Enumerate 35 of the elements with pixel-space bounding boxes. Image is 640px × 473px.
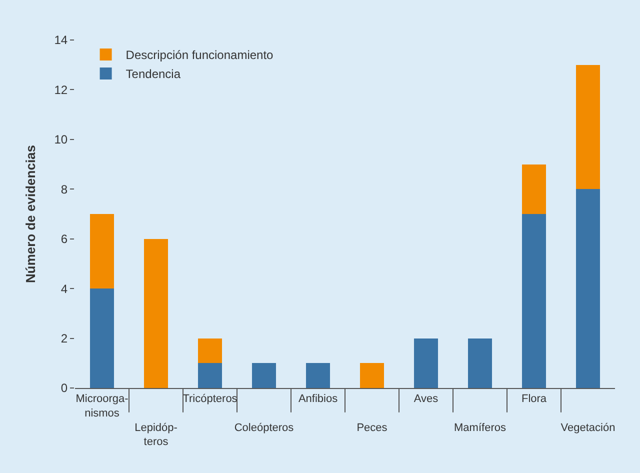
legend-label: Tendencia xyxy=(126,67,181,82)
bar xyxy=(576,64,600,190)
legend-label: Descripción funcionamiento xyxy=(126,48,274,62)
bar xyxy=(468,338,492,388)
y-tick-label: 10 xyxy=(54,132,68,147)
bar xyxy=(414,338,438,388)
y-tick-label: 8 xyxy=(60,182,68,196)
x-tick-label: Flora xyxy=(521,393,548,406)
bar xyxy=(360,363,384,388)
x-tick-label: Aves xyxy=(414,393,439,406)
y-tick-label: 0 xyxy=(60,381,68,396)
y-axis-title: Número de evidencias xyxy=(23,145,38,283)
y-tick-label: 2 xyxy=(60,331,68,346)
y-tick-label: 4 xyxy=(60,282,68,296)
bar xyxy=(252,363,276,388)
bar xyxy=(144,238,168,388)
bar xyxy=(198,338,222,364)
x-tick-label: Tricópteros xyxy=(182,393,238,406)
y-tick-label: 6 xyxy=(60,232,68,246)
x-tick-label: Peces xyxy=(356,422,388,434)
bar xyxy=(576,189,600,388)
bar xyxy=(306,363,330,388)
x-tick-label: Lepidóp- teros xyxy=(134,422,178,448)
x-tick-label: Microorga- nismos xyxy=(76,393,129,420)
bar xyxy=(90,288,114,388)
x-tick-label: Coleópteros xyxy=(234,422,294,434)
y-tick-label: 12 xyxy=(54,82,68,97)
y-tick-label: 14 xyxy=(54,33,68,48)
bar xyxy=(90,214,114,289)
bar xyxy=(522,164,546,214)
x-tick-label: Vegetación xyxy=(560,422,616,434)
bar xyxy=(522,214,546,388)
bar xyxy=(198,363,222,388)
x-tick-label: Anfibios xyxy=(298,393,338,406)
x-tick-label: Mamíferos xyxy=(454,422,506,434)
